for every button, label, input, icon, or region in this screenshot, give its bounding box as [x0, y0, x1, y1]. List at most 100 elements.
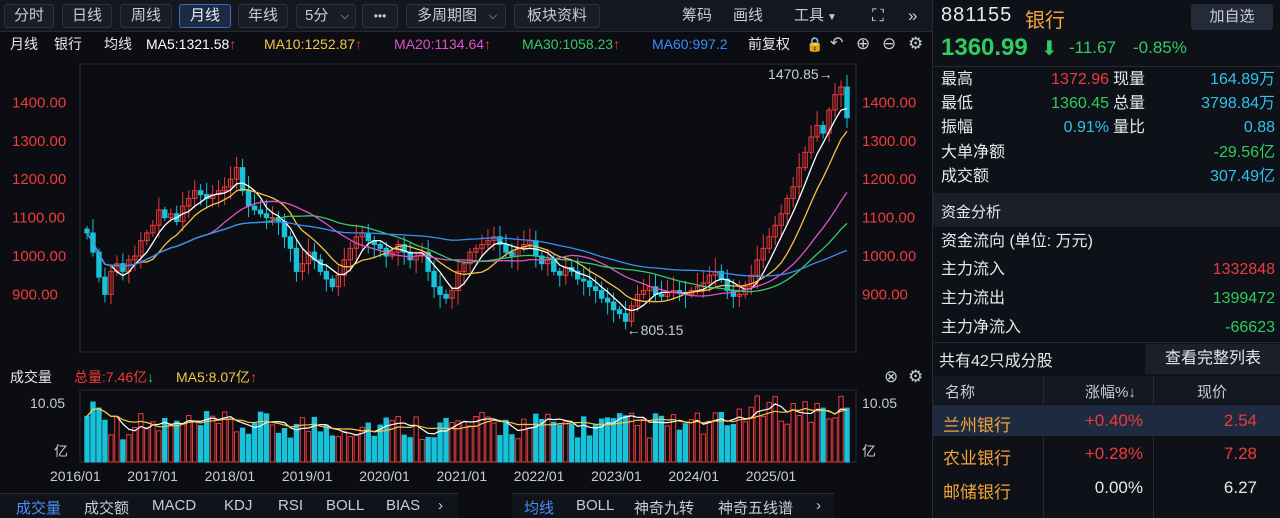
period-tab-monthly[interactable]: 月线	[179, 4, 231, 28]
volume-bar	[419, 438, 425, 463]
close-icon[interactable]: ⊗	[884, 367, 899, 386]
table-row[interactable]: 兰州银行 +0.40% 2.54	[933, 405, 1280, 436]
volume-bar	[455, 420, 461, 463]
volume-unit-right: 亿	[862, 443, 876, 459]
candle-body	[263, 213, 270, 219]
expand-icon[interactable]: ⛶	[872, 6, 884, 25]
volume-bar	[245, 433, 252, 463]
tab-macd[interactable]: MACD	[152, 497, 197, 514]
tab-boll[interactable]: BOLL	[326, 497, 365, 514]
volume-ratio-label: 量比	[1113, 119, 1146, 136]
more-button[interactable]: •••	[362, 4, 398, 28]
tab-magic-five[interactable]: 神奇五线谱	[718, 500, 794, 517]
max-price-label: 1470.85→	[768, 66, 833, 82]
volume-bar	[527, 427, 533, 463]
tab-ma[interactable]: 均线	[524, 500, 555, 517]
candle-body	[772, 224, 778, 238]
view-full-list-button[interactable]: 查看完整列表	[1145, 344, 1280, 374]
period-select-5min[interactable]: 5分 ⌵	[296, 4, 356, 28]
volume-bar	[299, 417, 306, 463]
kline-chart[interactable]: 1400.00 1400.00 1300.00 1300.00 1200.00 1200.…	[0, 56, 932, 368]
tab-volume[interactable]: 成交量	[16, 500, 62, 517]
volume-bar	[407, 437, 413, 463]
chevron-down-icon: ⌵	[488, 10, 497, 22]
period-tab-yearly[interactable]: 年线	[238, 4, 288, 28]
candle-body	[317, 259, 324, 272]
candle-body	[431, 270, 437, 288]
low-value: 1360.45	[1051, 95, 1109, 112]
volume-bar	[132, 426, 138, 463]
candle-body	[162, 209, 168, 219]
volume-bar	[221, 411, 228, 463]
volume-bar	[467, 425, 473, 463]
lock-icon[interactable]: 🔒	[806, 36, 824, 52]
current-volume-value: 164.89万	[1210, 71, 1275, 88]
fund-analysis-header[interactable]: 资金分析	[933, 193, 1280, 227]
price-change: -11.67	[1069, 38, 1116, 57]
period-tab-weekly[interactable]: 周线	[120, 4, 172, 28]
volume-bar	[108, 434, 114, 463]
candle-body	[251, 205, 258, 211]
gear-icon[interactable]: ⚙	[908, 367, 924, 386]
col-change-pct[interactable]: 涨幅%↓	[1085, 384, 1136, 401]
candle-body	[586, 280, 593, 288]
tab-bias[interactable]: BIAS	[386, 497, 421, 514]
inflow-label: 主力流入	[941, 261, 1006, 278]
volume-bar	[323, 424, 330, 463]
turnover-label: 成交额	[941, 168, 990, 185]
period-tab-intraday[interactable]: 分时	[4, 4, 54, 28]
period-label: 月线	[10, 36, 38, 52]
adjust-label[interactable]: 前复权	[748, 36, 790, 52]
y-tick-label-right: 1100.00	[862, 210, 915, 227]
ma-label[interactable]: 均线	[104, 36, 132, 52]
chevron-right-icon[interactable]: ›	[816, 497, 821, 514]
volume-bar	[335, 436, 342, 463]
add-watchlist-button[interactable]: 加自选	[1191, 4, 1273, 30]
col-name[interactable]: 名称	[945, 384, 976, 401]
min-price-label: ←805.15	[627, 322, 684, 338]
zoom-in-icon[interactable]: ⊕	[856, 34, 871, 53]
volume-bar	[180, 422, 186, 463]
candle-body	[287, 236, 294, 249]
block-info-button[interactable]: 板块资料	[514, 4, 600, 28]
undo-icon[interactable]: ↶	[830, 35, 844, 52]
tab-kdj[interactable]: KDJ	[224, 497, 253, 514]
volume-bar	[640, 418, 647, 463]
volume-bar	[670, 414, 677, 463]
volume-bar	[413, 416, 419, 463]
table-row[interactable]: 农业银行 +0.28% 7.28	[933, 438, 1280, 469]
volume-bar	[784, 423, 790, 463]
multi-period-button[interactable]: 多周期图 ⌵	[406, 4, 506, 28]
volume-bar	[239, 427, 246, 463]
tab-rsi[interactable]: RSI	[278, 497, 304, 514]
volume-bar	[359, 426, 365, 463]
tools-menu[interactable]: 工具 ▼	[794, 4, 837, 28]
table-row[interactable]: 邮储银行 0.00% 6.27	[933, 472, 1280, 503]
gear-icon[interactable]: ⚙	[908, 34, 924, 53]
chevron-right-icon[interactable]: ›	[438, 497, 443, 514]
double-chevron-right-icon[interactable]: »	[908, 6, 918, 25]
candle-body	[437, 286, 443, 295]
tab-turnover[interactable]: 成交额	[84, 500, 130, 517]
zoom-out-icon[interactable]: ⊖	[882, 34, 897, 53]
last-price: 1360.99	[941, 34, 1028, 61]
tab-boll-main[interactable]: BOLL	[576, 497, 615, 514]
volume-chart[interactable]: 10.05 亿 10.05 亿	[0, 388, 932, 463]
col-price[interactable]: 现价	[1197, 384, 1228, 401]
chips-button[interactable]: 筹码	[682, 7, 713, 24]
volume-bar	[539, 418, 545, 463]
ma20-line	[86, 192, 848, 297]
period-tab-daily[interactable]: 日线	[62, 4, 112, 28]
volume-bar	[126, 434, 132, 463]
volume-ma10-line	[86, 407, 848, 433]
candle-body	[305, 251, 312, 265]
tab-magic-nine[interactable]: 神奇九转	[634, 500, 695, 517]
volume-bar	[826, 418, 832, 463]
inflow-value: 1332848	[1212, 261, 1275, 278]
draw-line-button[interactable]: 画线	[733, 7, 764, 24]
fund-unit-label: 资金流向 (单位: 万元)	[941, 233, 1093, 250]
candle-body	[778, 213, 784, 226]
ma5-value: MA5:1321.58↑	[146, 36, 237, 52]
volume-bar	[269, 424, 276, 463]
